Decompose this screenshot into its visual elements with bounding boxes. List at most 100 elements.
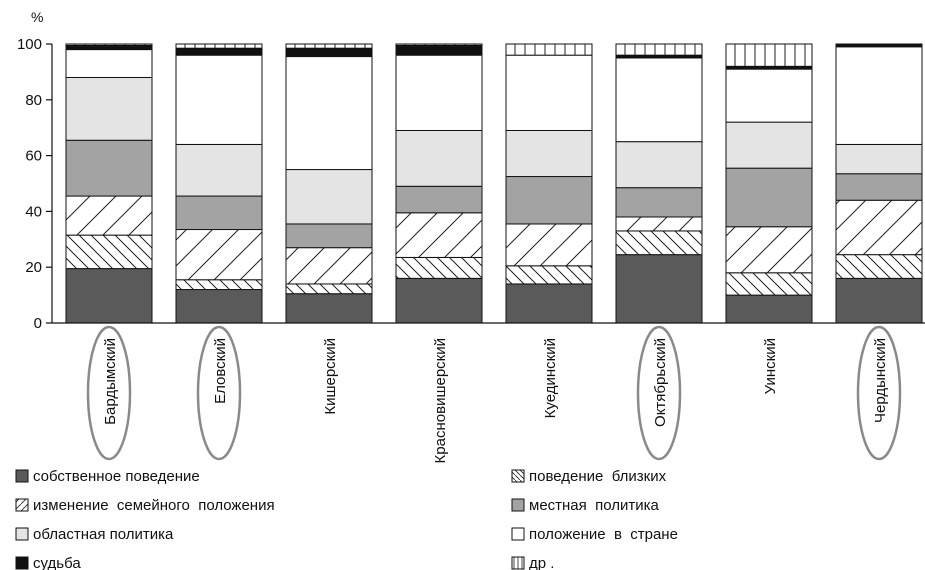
bar-segment-6 bbox=[725, 68, 813, 123]
bar-segment-4 bbox=[835, 173, 923, 201]
y-tick-label: 80 bbox=[25, 92, 42, 109]
legend-label: областная политика bbox=[33, 526, 174, 543]
bar-segment-6 bbox=[65, 49, 153, 78]
bar-segment-3 bbox=[395, 212, 483, 258]
legend-item: местная политика bbox=[511, 497, 660, 514]
legend-item: др . bbox=[511, 555, 554, 570]
bar-stack-3 bbox=[285, 43, 373, 324]
y-tick-label: 60 bbox=[25, 148, 42, 165]
legend-label: положение в стране bbox=[529, 526, 678, 543]
y-tick-label: 20 bbox=[25, 259, 42, 276]
bar-segment-5 bbox=[615, 141, 703, 189]
legend-swatch bbox=[511, 556, 525, 570]
bar-segment-4 bbox=[395, 185, 483, 214]
x-tick-label: Бардымский bbox=[102, 338, 119, 425]
legend: собственное поведение изменение семейного… bbox=[15, 468, 678, 570]
bar-segment-7 bbox=[835, 43, 923, 48]
bar-segment-3 bbox=[615, 216, 703, 232]
bar-segment-1 bbox=[615, 254, 703, 324]
bar-segment-6 bbox=[285, 56, 373, 171]
bar-stack-6 bbox=[615, 43, 703, 324]
bar-segment-1 bbox=[65, 268, 153, 324]
highlight-ellipse bbox=[636, 325, 682, 461]
bar-segment-7 bbox=[285, 47, 373, 58]
bar-segment-3 bbox=[725, 226, 813, 274]
bar-segment-4 bbox=[725, 167, 813, 228]
y-tick-label: 0 bbox=[34, 315, 42, 332]
bar-segment-4 bbox=[505, 176, 593, 225]
legend-swatch bbox=[15, 469, 29, 483]
bar-stack-5 bbox=[505, 43, 593, 324]
bar-segment-7 bbox=[395, 44, 483, 56]
legend-label: собственное поведение bbox=[33, 468, 200, 485]
bar-segment-8 bbox=[725, 43, 813, 67]
bar-segment-1 bbox=[835, 277, 923, 324]
x-tick-label: Октябрьский bbox=[652, 338, 669, 427]
legend-swatch bbox=[511, 469, 525, 483]
bar-segment-8 bbox=[285, 43, 373, 49]
bar-segment-2 bbox=[615, 230, 703, 256]
legend-swatch bbox=[15, 556, 29, 570]
legend-item: положение в стране bbox=[511, 526, 678, 543]
bar-segment-2 bbox=[65, 234, 153, 270]
legend-swatch bbox=[15, 527, 29, 541]
bar-segment-7 bbox=[65, 44, 153, 51]
bar-stack-7 bbox=[725, 43, 813, 324]
bar-segment-2 bbox=[505, 265, 593, 285]
x-tick-label: Уинский bbox=[762, 338, 779, 394]
bar-segment-5 bbox=[175, 143, 263, 197]
bar-segment-8 bbox=[505, 43, 593, 56]
bar-segment-2 bbox=[725, 272, 813, 296]
legend-label: местная политика bbox=[529, 497, 660, 514]
bars-group bbox=[52, 43, 925, 324]
legend-item: поведение близких bbox=[511, 468, 667, 485]
x-tick-label: Чердынский bbox=[872, 338, 889, 423]
legend-item: собственное поведение bbox=[15, 468, 200, 485]
bar-segment-4 bbox=[175, 195, 263, 231]
bar-segment-2 bbox=[395, 256, 483, 279]
bar-segment-3 bbox=[175, 229, 263, 281]
bar-segment-3 bbox=[505, 223, 593, 267]
x-tick-label: Кишерский bbox=[322, 338, 339, 415]
x-axis-labels: Бардымский Еловский Кишерский Красновишерск… bbox=[86, 325, 902, 463]
legend-item: изменение семейного положения bbox=[15, 497, 275, 514]
bar-segment-5 bbox=[285, 169, 373, 225]
bar-segment-3 bbox=[65, 195, 153, 236]
bar-segment-6 bbox=[835, 46, 923, 145]
bar-segment-5 bbox=[725, 121, 813, 169]
bar-segment-2 bbox=[175, 279, 263, 291]
y-axis: 0 20 40 60 80 100 bbox=[17, 36, 53, 332]
legend-item: судьба bbox=[15, 555, 81, 570]
highlight-ellipse bbox=[86, 325, 132, 461]
x-tick-label: Красновишерский bbox=[432, 338, 449, 463]
highlight-ellipse bbox=[196, 325, 242, 461]
bar-segment-8 bbox=[395, 43, 483, 46]
y-tick-label: 40 bbox=[25, 203, 42, 220]
legend-swatch bbox=[511, 527, 525, 541]
bar-segment-6 bbox=[505, 54, 593, 131]
bar-segment-2 bbox=[835, 254, 923, 279]
bar-segment-8 bbox=[615, 43, 703, 56]
highlight-ellipse bbox=[856, 325, 902, 461]
bar-segment-1 bbox=[725, 294, 813, 324]
bar-segment-5 bbox=[505, 129, 593, 178]
bar-segment-3 bbox=[285, 247, 373, 285]
y-axis-unit-label: % bbox=[31, 9, 43, 25]
bar-segment-1 bbox=[395, 277, 483, 324]
legend-label: поведение близких bbox=[529, 468, 667, 485]
x-tick-label: Куединский bbox=[542, 338, 559, 418]
bar-segment-7 bbox=[175, 47, 263, 56]
bar-stack-4 bbox=[395, 43, 483, 324]
legend-item: областная политика bbox=[15, 526, 174, 543]
bar-segment-1 bbox=[175, 289, 263, 324]
bar-segment-3 bbox=[835, 199, 923, 256]
bar-segment-4 bbox=[285, 223, 373, 249]
legend-label: др . bbox=[529, 555, 554, 570]
bar-stack-1 bbox=[65, 43, 153, 324]
bar-stack-2 bbox=[175, 43, 263, 324]
legend-label: изменение семейного положения bbox=[33, 497, 275, 514]
bar-segment-5 bbox=[835, 143, 923, 175]
legend-swatch bbox=[15, 498, 29, 512]
bar-segment-8 bbox=[65, 43, 153, 46]
